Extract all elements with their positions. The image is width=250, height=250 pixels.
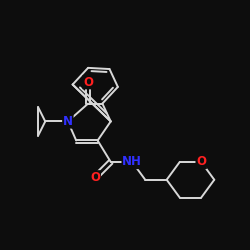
Text: O: O bbox=[196, 156, 206, 168]
Text: NH: NH bbox=[122, 156, 142, 168]
Text: O: O bbox=[90, 171, 100, 184]
Text: O: O bbox=[83, 76, 93, 89]
Text: N: N bbox=[63, 115, 73, 128]
